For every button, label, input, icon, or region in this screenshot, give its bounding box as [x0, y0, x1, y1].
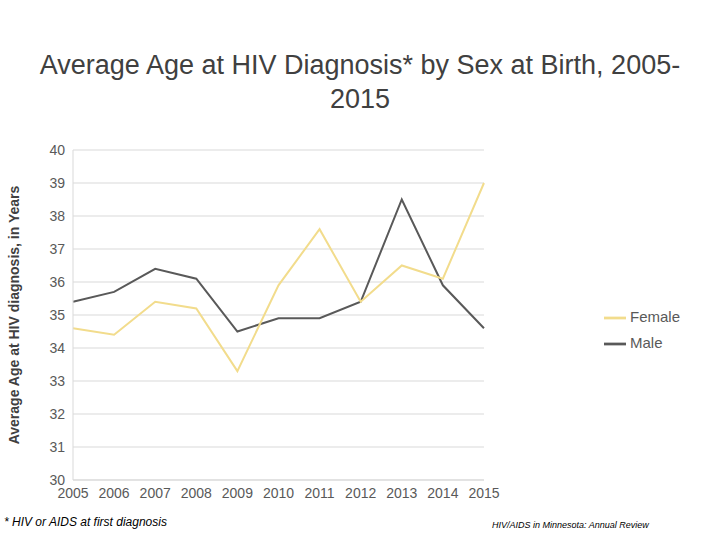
svg-text:40: 40	[49, 142, 65, 158]
svg-text:Average Age at HIV diagnosis,: Average Age at HIV diagnosis, in Years	[8, 186, 22, 445]
svg-text:37: 37	[49, 241, 65, 257]
svg-text:32: 32	[49, 406, 65, 422]
svg-text:2013: 2013	[386, 485, 417, 501]
svg-text:2014: 2014	[427, 485, 458, 501]
svg-text:2012: 2012	[345, 485, 376, 501]
svg-text:2015: 2015	[468, 485, 499, 501]
svg-text:2007: 2007	[140, 485, 171, 501]
svg-text:2005: 2005	[57, 484, 89, 501]
svg-text:2009: 2009	[222, 485, 253, 501]
svg-text:2011: 2011	[305, 485, 335, 501]
svg-text:39: 39	[49, 175, 65, 191]
svg-text:30: 30	[49, 472, 65, 488]
html-text:Female: Female	[630, 308, 680, 325]
svg-text:2010: 2010	[263, 485, 294, 501]
svg-text:38: 38	[49, 208, 65, 224]
svg-text:31: 31	[49, 439, 65, 455]
html-text:Male: Male	[630, 334, 663, 351]
svg-text:35: 35	[49, 307, 65, 323]
svg-text:2008: 2008	[181, 485, 212, 501]
svg-text:2006: 2006	[99, 485, 130, 501]
html-text:HIV/AIDS in Minnesota: Annual: HIV/AIDS in Minnesota: Annual Review	[492, 520, 649, 530]
svg-text:36: 36	[49, 274, 65, 290]
svg-text:33: 33	[49, 373, 65, 389]
svg-text:34: 34	[49, 340, 65, 356]
html-text:Average Age at HIV Diagnosis*: Average Age at HIV Diagnosis* by Sex at …	[39, 50, 681, 114]
html-text:* HIV or AIDS at first diagnos: * HIV or AIDS at first diagnosis	[4, 515, 167, 529]
